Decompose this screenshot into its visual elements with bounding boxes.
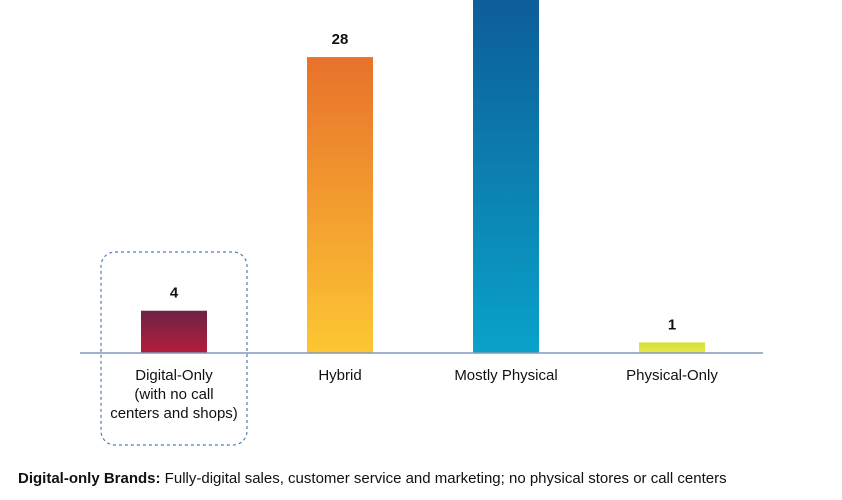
footnote-term: Digital-only Brands: [18,470,161,487]
bar [639,342,705,353]
bar [307,57,373,353]
bar [141,310,207,353]
x-tick-label: Digital-Only (with no call centers and s… [110,367,238,422]
x-tick-label: Hybrid [318,367,362,384]
value-label: 28 [332,31,349,48]
highlight-box [100,251,248,446]
x-tick-label: Physical-Only [626,367,718,384]
value-label: 1 [668,316,676,333]
value-label: 4 [170,285,179,302]
footnote-text: Fully-digital sales, customer service an… [160,470,727,487]
bar [473,0,539,353]
x-tick-label: Mostly Physical [454,367,558,384]
footnote: Digital-only Brands: Fully-digital sales… [18,470,727,487]
